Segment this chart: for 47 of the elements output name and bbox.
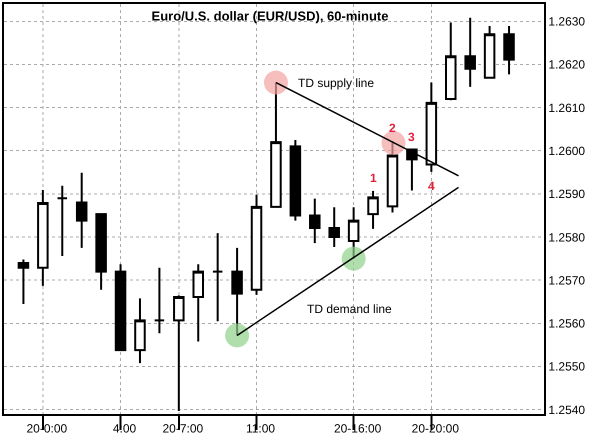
candlestick bbox=[464, 16, 476, 88]
y-tick-label: 1.2610 bbox=[548, 100, 586, 115]
candlestick bbox=[445, 22, 457, 102]
x-tick-label: 20-0:00 bbox=[26, 421, 68, 436]
candlestick bbox=[154, 266, 166, 334]
candlestick bbox=[95, 213, 107, 291]
candlestick bbox=[367, 190, 379, 230]
chart-title: Euro/U.S. dollar (EUR/USD), 60-minute bbox=[152, 8, 388, 24]
candlestick bbox=[309, 198, 321, 244]
candlestick bbox=[37, 189, 49, 287]
x-tick-label: 20-7:00 bbox=[162, 421, 204, 436]
candlestick bbox=[114, 263, 126, 352]
candlestick bbox=[76, 172, 88, 249]
candlestick bbox=[328, 206, 340, 248]
annotation: 4 bbox=[428, 179, 435, 193]
y-tick-label: 1.2570 bbox=[548, 273, 586, 288]
y-tick-label: 1.2620 bbox=[548, 58, 586, 72]
x-tick-label: 20-20:00 bbox=[412, 421, 460, 436]
point bbox=[264, 70, 288, 95]
y-tick-label: 1.2560 bbox=[548, 316, 586, 331]
annotation: 2 bbox=[389, 121, 396, 135]
candlestick bbox=[290, 138, 302, 222]
point bbox=[342, 246, 366, 271]
candlestick bbox=[18, 258, 30, 305]
candlestick bbox=[503, 25, 515, 76]
annotation: TD demand line bbox=[307, 302, 392, 316]
annotation: 1 bbox=[370, 171, 377, 185]
x-tick-label: 11:00 bbox=[246, 421, 276, 436]
candlestick bbox=[134, 297, 146, 364]
point bbox=[225, 323, 250, 348]
candlestick bbox=[173, 294, 185, 412]
point bbox=[381, 130, 406, 155]
candlestick bbox=[56, 184, 68, 258]
y-tick-label: 1.2590 bbox=[548, 187, 586, 202]
y-tick-label: 1.2600 bbox=[548, 144, 586, 158]
y-tick-label: 1.2630 bbox=[548, 14, 586, 28]
candlestick bbox=[212, 232, 224, 322]
annotation: 3 bbox=[408, 130, 415, 144]
x-tick-label: 20-16:00 bbox=[334, 421, 382, 436]
y-tick-label: 1.2540 bbox=[548, 402, 586, 417]
y-tick-label: 1.2550 bbox=[548, 360, 586, 374]
annotation: TD supply line bbox=[298, 76, 374, 90]
candlestick bbox=[192, 263, 204, 342]
candlestick bbox=[250, 194, 262, 296]
y-tick-label: 1.2580 bbox=[548, 230, 586, 244]
x-tick-label: 4:00 bbox=[112, 421, 137, 436]
candlestick bbox=[484, 25, 496, 80]
